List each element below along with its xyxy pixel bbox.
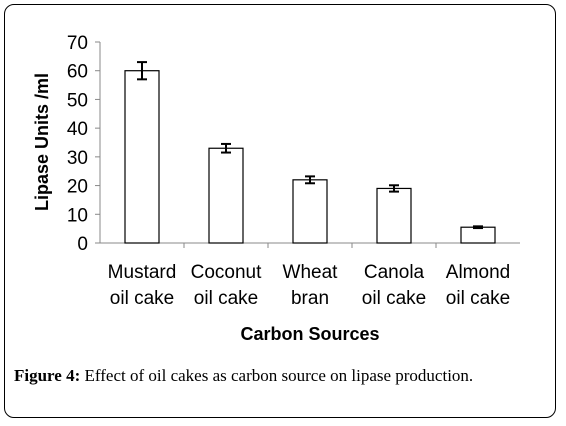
figure-frame [4, 4, 556, 418]
bar [292, 179, 328, 244]
bar [460, 226, 496, 244]
x-axis-title: Carbon Sources [240, 324, 379, 344]
category-label: oil cake [110, 288, 174, 309]
bars [124, 70, 496, 248]
y-tick-label: 30 [67, 148, 88, 169]
caption-label: Figure 4: [14, 366, 81, 385]
bar [124, 70, 160, 244]
category-label: oil cake [362, 288, 426, 309]
y-tick-label: 50 [67, 90, 88, 111]
bar [208, 147, 244, 244]
category-label: bran [291, 288, 329, 309]
y-tick-label: 0 [77, 234, 88, 255]
category-label: Almond [446, 262, 510, 283]
figure-caption: Figure 4: Effect of oil cakes as carbon … [14, 366, 544, 386]
y-tick-label: 20 [67, 177, 88, 198]
y-tick-label: 40 [67, 119, 88, 140]
category-label: oil cake [446, 288, 510, 309]
bar [376, 187, 412, 244]
y-tick-label: 60 [67, 62, 88, 83]
y-tick-labels: 0 10 20 30 40 50 60 70 [67, 33, 100, 255]
y-tick-label: 10 [67, 205, 88, 226]
category-label: Wheat [283, 262, 339, 283]
caption-text: Effect of oil cakes as carbon source on … [80, 366, 474, 385]
error-bars [137, 61, 483, 230]
y-tick-label: 70 [67, 33, 88, 54]
category-label: oil cake [194, 288, 258, 309]
category-label: Canola [364, 262, 425, 283]
bar-chart: 0 10 20 30 40 50 60 70 Mustard oil cake Coconut oi… [32, 33, 520, 344]
y-axis-title: Lipase Units /ml [32, 73, 52, 211]
category-labels: Mustard oil cake Coconut oil cake Wheat bran C… [108, 262, 511, 309]
category-label: Mustard [108, 262, 177, 283]
category-label: Coconut [191, 262, 262, 283]
